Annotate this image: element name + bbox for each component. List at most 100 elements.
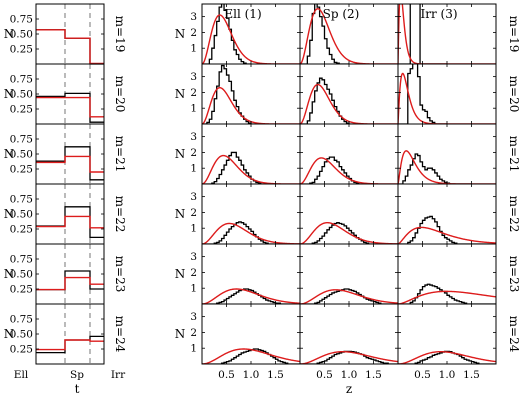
panel-frame — [299, 243, 399, 305]
y-axis-label: N — [175, 87, 186, 101]
data-histogram — [398, 64, 447, 124]
panel-frame — [35, 183, 105, 245]
panel-frame — [35, 303, 105, 365]
model-fraction-line — [36, 155, 104, 173]
y-tick-label: 0.25 — [10, 284, 33, 296]
y-tick-label: 3 — [190, 311, 197, 323]
panel-frame — [201, 123, 301, 185]
redshift-panel: Sp (2) — [299, 3, 399, 65]
redshift-panel: 1 2 3N — [175, 183, 301, 245]
redshift-panel — [299, 243, 399, 305]
data-histogram — [202, 221, 300, 244]
y-axis-label: N — [175, 207, 186, 221]
y-axis-label: N — [175, 327, 186, 341]
data-fraction-line — [36, 270, 104, 291]
model-fraction-line — [36, 96, 104, 118]
y-tick-label: 1 — [190, 103, 197, 115]
row-label: m=23 — [507, 256, 520, 293]
x-tick-label: 0.5 — [316, 369, 333, 381]
y-tick-label: 1 — [190, 283, 197, 295]
row-label: m=20 — [507, 76, 520, 113]
y-tick-label: 2 — [190, 327, 197, 339]
model-curve — [202, 288, 300, 304]
model-fraction-line — [36, 339, 104, 351]
data-histogram — [202, 288, 300, 304]
type-fraction-panel: 0.25 0.50 0.75N m=22 — [4, 183, 127, 245]
data-histogram — [300, 4, 349, 64]
row-label: m=21 — [507, 136, 520, 173]
redshift-panel — [299, 63, 399, 125]
y-tick-label: 0.75 — [10, 254, 33, 266]
column-title: Irr (3) — [420, 7, 457, 21]
data-histogram — [300, 222, 398, 244]
x-tick-label: 1.5 — [463, 369, 480, 381]
model-curve — [300, 350, 398, 364]
data-fraction-line — [36, 206, 104, 239]
y-tick-label: 3 — [190, 251, 197, 263]
x-tick-label: 0.5 — [218, 369, 235, 381]
redshift-panel: 0.5 1.0 1.5 — [397, 303, 497, 381]
redshift-panel — [299, 183, 399, 245]
x-tick-label: 1.0 — [243, 369, 260, 381]
type-fraction-panel: 0.25 0.50 0.75N m=24 — [4, 303, 127, 365]
model-curve — [398, 4, 496, 64]
column-title: Ell (1) — [224, 7, 261, 21]
redshift-panel — [397, 243, 497, 305]
panel-frame — [201, 183, 301, 245]
y-tick-label: 0.50 — [10, 89, 33, 101]
redshift-panel: 0.5 1.0 1.5 — [299, 303, 399, 381]
row-label: m=22 — [113, 196, 127, 233]
data-histogram — [300, 350, 398, 364]
data-fraction-line — [36, 146, 104, 181]
x-tick-label: 1.5 — [267, 369, 284, 381]
y-tick-label: 0.25 — [10, 224, 33, 236]
x-tick-label: 0.5 — [414, 369, 431, 381]
model-fraction-line — [36, 215, 104, 229]
model-curve — [300, 289, 398, 304]
panel-frame — [201, 303, 301, 365]
data-histogram — [202, 64, 264, 124]
y-tick-label: 0.50 — [10, 329, 33, 341]
redshift-panel: Irr (3) — [397, 3, 497, 65]
y-tick-label: 0.25 — [10, 104, 33, 116]
x-tick-label: Irr — [111, 369, 126, 381]
redshift-panel — [397, 123, 497, 185]
redshift-panel — [299, 123, 399, 185]
y-tick-label: 0.75 — [10, 194, 33, 206]
left-x-axis-label: t — [75, 382, 80, 396]
model-curve — [398, 150, 496, 184]
type-fraction-panel: 0.25 0.50 0.75N m=21 — [4, 123, 127, 185]
y-tick-label: 0.75 — [10, 14, 33, 26]
x-tick-label: 1.5 — [365, 369, 382, 381]
y-tick-label: 2 — [190, 267, 197, 279]
y-tick-label: 0.75 — [10, 74, 33, 86]
y-axis-label: N — [4, 207, 15, 221]
data-histogram — [398, 153, 472, 184]
data-histogram — [300, 288, 398, 304]
panel-frame — [397, 123, 497, 185]
model-curve — [300, 221, 398, 244]
y-tick-label: 0.75 — [10, 134, 33, 146]
model-curve — [398, 226, 496, 244]
data-histogram — [202, 4, 251, 64]
row-label: m=21 — [113, 136, 127, 173]
type-fraction-panel: 0.25 0.50 0.75N m=23 — [4, 243, 127, 305]
y-tick-label: 0.75 — [10, 314, 33, 326]
x-tick-label: Sp — [70, 369, 84, 381]
model-curve — [202, 222, 300, 244]
redshift-panel — [397, 63, 497, 125]
y-axis-label: N — [4, 327, 15, 341]
y-tick-label: 1 — [190, 223, 197, 235]
redshift-panel: 1 2 3N — [175, 243, 301, 305]
redshift-panel: 1 2 3N 0.5 1.0 1.5 — [175, 303, 301, 381]
y-tick-label: 2 — [190, 207, 197, 219]
data-fraction-line — [36, 29, 104, 65]
x-tick-label: Ell — [14, 369, 29, 381]
panel-frame — [397, 63, 497, 125]
data-fraction-line — [36, 92, 104, 123]
model-curve — [398, 350, 496, 364]
y-axis-label: N — [4, 147, 15, 161]
type-fraction-panel: 0.25 0.50 0.75N m=19 — [4, 3, 127, 65]
model-curve — [398, 290, 496, 304]
